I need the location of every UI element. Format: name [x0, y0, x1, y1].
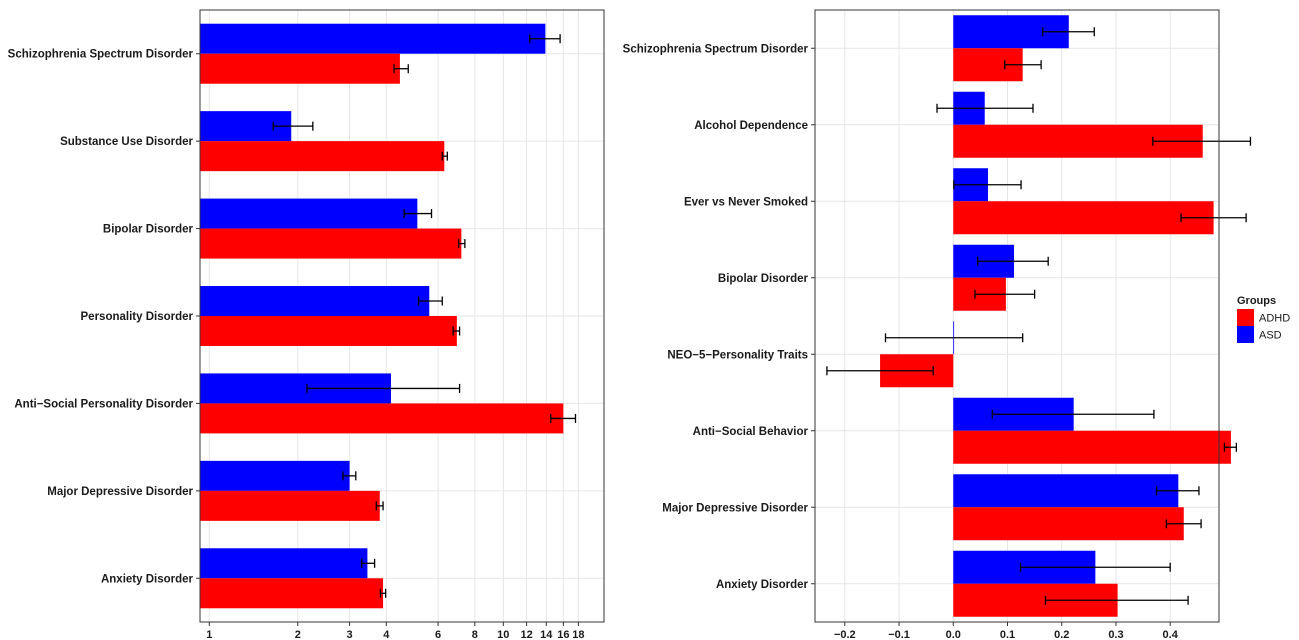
category-label-bipolar-disorder: Bipolar Disorder — [103, 224, 194, 236]
x-tick-label: 3 — [347, 629, 353, 640]
legend-key-adhd — [1237, 309, 1254, 326]
bar-asd-major-depressive-disorder — [953, 474, 1179, 508]
category-label-schizophrenia-spectrum-disorder: Schizophrenia Spectrum Disorder — [623, 43, 809, 55]
bar-asd-personality-disorder — [200, 286, 430, 316]
bar-adhd-bipolar-disorder — [200, 228, 462, 259]
category-label-anti-social-personality-disorder: Anti−Social Personality Disorder — [14, 398, 193, 410]
category-label-ever-vs-never-smoked: Ever vs Never Smoked — [684, 196, 808, 208]
x-tick-label: 0.1 — [1000, 629, 1015, 640]
legend: Groups ADHD ASD — [1237, 295, 1290, 343]
bar-adhd-substance-use-disorder — [200, 141, 445, 172]
x-tick-label: 6 — [435, 629, 441, 640]
x-tick-label: −0.2 — [834, 629, 856, 640]
legend-label-adhd: ADHD — [1259, 313, 1290, 325]
left-chart-panel: Schizophrenia Spectrum Disorder Substance… — [8, 9, 605, 640]
category-label-anxiety-disorder: Anxiety Disorder — [101, 573, 194, 585]
x-tick-label: 0.0 — [946, 629, 961, 640]
category-label-alcohol-dependence: Alcohol Dependence — [694, 120, 808, 132]
x-tick-label: 18 — [572, 629, 584, 640]
x-tick-label: 2 — [295, 629, 301, 640]
legend-key-asd — [1237, 326, 1254, 343]
x-tick-label: 0.3 — [1108, 629, 1123, 640]
x-tick-label: 16 — [557, 629, 569, 640]
x-tick-label: 0.4 — [1163, 629, 1179, 640]
category-label-bipolar-disorder: Bipolar Disorder — [718, 273, 809, 285]
category-label-neo-5-personality-traits: NEO−5−Personality Traits — [667, 349, 808, 361]
right-chart-panel: Schizophrenia Spectrum Disorder Alcohol D… — [623, 9, 1252, 640]
panel-border — [814, 9, 1220, 623]
bar-adhd-anxiety-disorder — [200, 578, 384, 609]
bar-asd-schizophrenia-spectrum-disorder — [200, 23, 546, 54]
category-label-major-depressive-disorder: Major Depressive Disorder — [47, 486, 193, 498]
x-tick-label: 12 — [520, 629, 532, 640]
bar-adhd-major-depressive-disorder — [200, 490, 380, 521]
category-label-substance-use-disorder: Substance Use Disorder — [60, 136, 193, 148]
bar-asd-anxiety-disorder — [200, 548, 368, 579]
panel-border — [199, 9, 605, 623]
x-tick-label: 14 — [540, 629, 553, 640]
bar-adhd-major-depressive-disorder — [953, 507, 1184, 541]
category-label-personality-disorder: Personality Disorder — [81, 311, 194, 323]
x-tick-label: −0.1 — [888, 629, 910, 640]
category-label-schizophrenia-spectrum-disorder: Schizophrenia Spectrum Disorder — [8, 49, 194, 61]
bar-adhd-ever-vs-never-smoked — [953, 201, 1214, 235]
bar-adhd-schizophrenia-spectrum-disorder — [200, 53, 400, 84]
category-label-major-depressive-disorder: Major Depressive Disorder — [662, 502, 808, 514]
bar-adhd-anti-social-behavior — [953, 430, 1231, 464]
x-tick-label: 4 — [383, 629, 390, 640]
x-tick-label: 1 — [206, 629, 212, 640]
legend-label-asd: ASD — [1259, 330, 1282, 342]
category-label-anti-social-behavior: Anti−Social Behavior — [693, 426, 809, 438]
legend-title: Groups — [1237, 295, 1276, 307]
x-tick-label: 10 — [497, 629, 509, 640]
x-tick-label: 0.2 — [1054, 629, 1069, 640]
bar-asd-major-depressive-disorder — [200, 460, 350, 491]
x-tick-label: 8 — [472, 629, 478, 640]
bar-asd-bipolar-disorder — [200, 198, 418, 229]
category-label-anxiety-disorder: Anxiety Disorder — [716, 579, 809, 591]
bar-adhd-personality-disorder — [200, 316, 457, 346]
bar-adhd-anti-social-personality-disorder — [200, 403, 564, 434]
